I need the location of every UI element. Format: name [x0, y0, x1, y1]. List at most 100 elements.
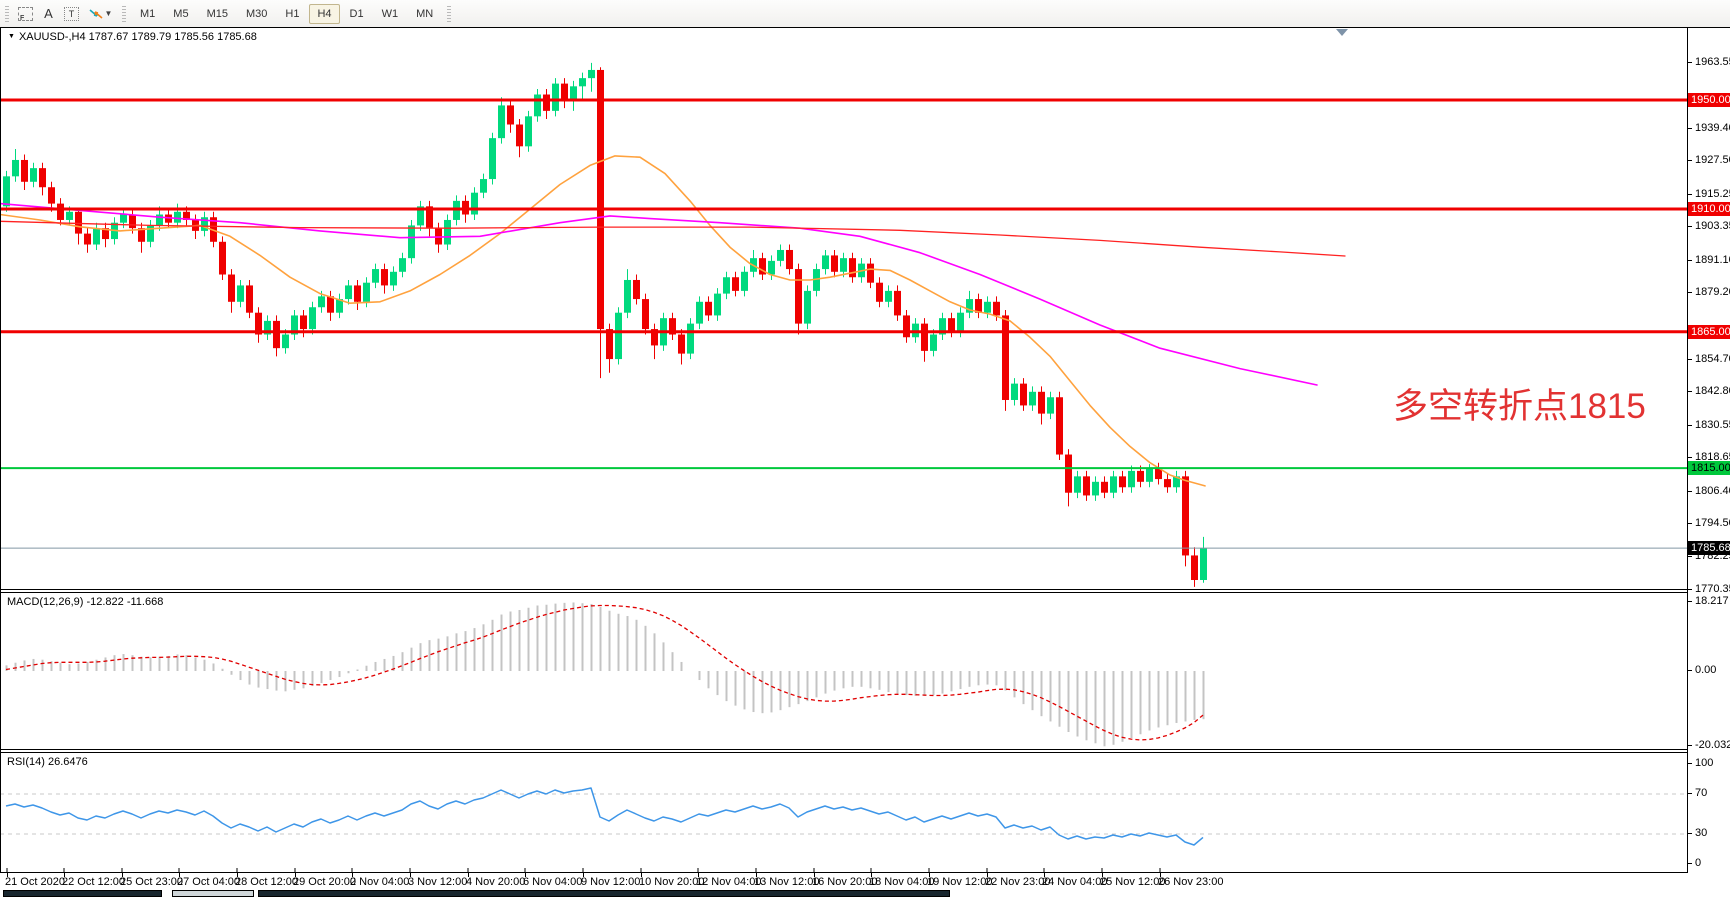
toolbar-grip[interactable]: [122, 5, 126, 22]
candle: [930, 334, 937, 351]
time-axis[interactable]: 21 Oct 2020 22 Oct 12:00 25 Oct 23:00 27 Oc…: [0, 873, 1730, 890]
candle: [84, 233, 91, 245]
time-axis-tick: [122, 873, 123, 877]
price-tick-label: 1915.25: [1688, 188, 1730, 201]
price-tick-label: 1794.50: [1688, 517, 1730, 530]
time-axis-label: 16 Nov 20:00: [812, 876, 878, 888]
timeframe-h1-button[interactable]: H1: [285, 7, 300, 20]
candle: [894, 290, 901, 316]
pane-separator[interactable]: [0, 589, 1730, 593]
toolbar-grip[interactable]: [447, 5, 452, 22]
candle: [1173, 476, 1180, 488]
time-axis-label: 9 Nov 12:00: [581, 876, 641, 888]
price-level-label-1815.00: 1815.00: [1688, 461, 1730, 476]
price-tick-label: 1879.20: [1688, 286, 1730, 299]
pane-separator[interactable]: [0, 749, 1730, 753]
time-axis-label: 19 Nov 12:00: [927, 876, 993, 888]
timeframe-m15-button[interactable]: M15: [206, 7, 228, 20]
time-axis-label: 22 Nov 23:00: [985, 876, 1051, 888]
toolbar-grip[interactable]: [5, 5, 9, 22]
rsi-pane[interactable]: [0, 753, 1687, 872]
rsi-axis-label: 100: [1688, 757, 1730, 770]
candle: [1065, 454, 1072, 493]
candle: [66, 211, 73, 220]
timeframe-m1-button[interactable]: M1: [140, 7, 156, 20]
timeframe-mn-button[interactable]: MN: [416, 7, 434, 20]
candle: [624, 279, 631, 313]
candle: [255, 312, 262, 335]
candle: [831, 255, 838, 272]
time-axis-line: [0, 872, 1730, 873]
candle: [579, 78, 586, 87]
candle: [408, 225, 415, 259]
candle: [1200, 548, 1207, 580]
candle: [1029, 391, 1036, 406]
candle: [426, 206, 433, 229]
fibonacci-tool-button[interactable]: F: [14, 3, 37, 25]
price-tick-label: 1903.35: [1688, 220, 1730, 233]
candle: [903, 315, 910, 338]
candle: [741, 271, 748, 291]
price-tick-label: 1770.35: [1688, 583, 1730, 596]
candle: [282, 334, 289, 349]
candle: [1047, 397, 1054, 414]
bottom-tab-segment[interactable]: [258, 890, 950, 897]
candle: [597, 69, 604, 330]
candle: [561, 83, 568, 100]
candle: [300, 315, 307, 330]
candle: [939, 318, 946, 335]
timeframe-w1-button[interactable]: W1: [381, 7, 399, 20]
text-tool-button[interactable]: T: [60, 3, 83, 25]
candle: [381, 269, 388, 286]
time-axis-label: 25 Nov 12:00: [1100, 876, 1166, 888]
macd-axis-label: 18.217: [1688, 595, 1730, 608]
timeframe-m30-button[interactable]: M30: [245, 7, 268, 20]
candle: [1146, 468, 1153, 482]
rsi-axis-label: 30: [1688, 827, 1730, 840]
candle: [714, 293, 721, 316]
candle: [768, 260, 775, 275]
bottom-tab-segment[interactable]: [172, 890, 254, 897]
letter-a-icon: A: [44, 6, 53, 21]
candle: [291, 315, 298, 335]
candle: [1083, 476, 1090, 496]
toolbar: F A T ▼ M1 M5 M15 M30 H1 H4 D1 W1 MN: [0, 0, 1730, 27]
timeframe-h4-button[interactable]: H4: [309, 3, 340, 24]
macd-pane[interactable]: [0, 593, 1687, 749]
candle: [984, 301, 991, 313]
timeframe-d1-button[interactable]: D1: [349, 7, 364, 20]
text-label-tool-button[interactable]: A: [37, 3, 60, 25]
candle: [777, 249, 784, 261]
candle: [129, 214, 136, 229]
fibonacci-icon: F: [18, 6, 33, 22]
time-axis-tick: [756, 873, 757, 877]
candle: [525, 116, 532, 147]
candle: [633, 279, 640, 300]
price-tick-label: 1854.70: [1688, 353, 1730, 366]
candle: [1155, 468, 1162, 480]
time-axis-label: 12 Nov 04:00: [696, 876, 762, 888]
time-axis-tick: [295, 873, 296, 877]
time-axis-label: 28 Oct 12:00: [235, 876, 298, 888]
price-axis[interactable]: 1963.55 1939.40 1927.50 1915.25 1903.35 1891.…: [1687, 28, 1730, 873]
candle: [507, 105, 514, 125]
candle: [102, 228, 109, 240]
time-axis-tick: [179, 873, 180, 877]
rsi-axis-label: 0: [1688, 857, 1730, 870]
main-chart-pane[interactable]: [0, 28, 1687, 589]
candle: [786, 249, 793, 270]
chart-shift-marker[interactable]: [1336, 29, 1348, 36]
time-axis-tick: [1044, 873, 1045, 877]
candle: [705, 301, 712, 316]
candle: [498, 105, 505, 139]
time-axis-label: 4 Nov 20:00: [466, 876, 526, 888]
price-tick-label: 1939.40: [1688, 122, 1730, 135]
bottom-tab-segment[interactable]: [3, 890, 162, 897]
arrow-tools-dropdown[interactable]: ▼: [83, 3, 117, 25]
candle: [1110, 476, 1117, 493]
time-axis-label: 24 Nov 04:00: [1042, 876, 1108, 888]
timeframe-m5-button[interactable]: M5: [173, 7, 189, 20]
price-tick-label: 1891.10: [1688, 254, 1730, 267]
candle: [354, 285, 361, 302]
bottom-tabs-strip: [0, 890, 1730, 897]
